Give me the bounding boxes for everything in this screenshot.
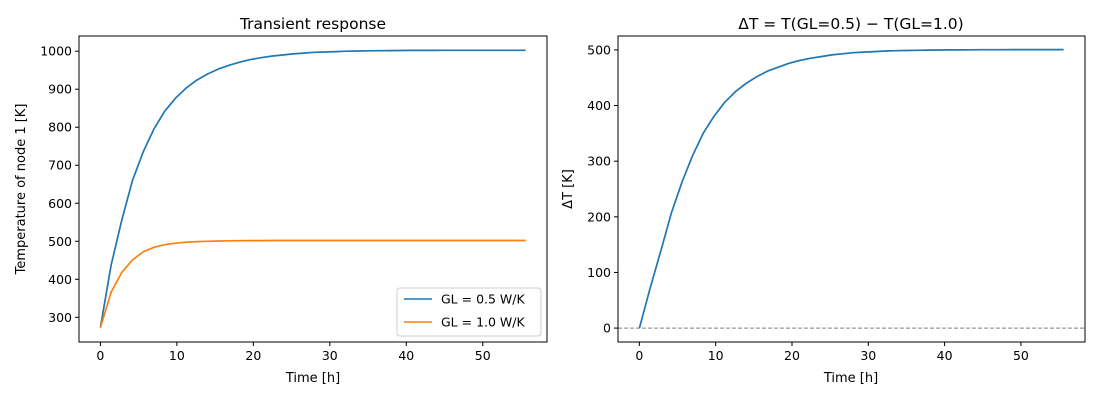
x-tick-label: 40 — [937, 348, 953, 363]
chart-title: ΔT = T(GL=0.5) − T(GL=1.0) — [738, 15, 963, 33]
chart-transient-response: Transient response 0 10 20 30 40 50 300 400 500… — [14, 15, 548, 386]
legend-box — [396, 287, 542, 337]
y-tick-label: 500 — [48, 234, 72, 249]
y-tick-label: 600 — [48, 196, 72, 211]
y-tick-label: 500 — [587, 42, 611, 57]
series-line-1 — [99, 49, 526, 328]
y-tick-label: 300 — [587, 154, 611, 169]
x-tick-label: 0 — [635, 348, 643, 363]
y-tick-label: 200 — [587, 209, 611, 224]
plot-area — [618, 48, 1085, 329]
y-axis-label: ΔT [K] — [561, 169, 576, 209]
x-tick-label: 40 — [398, 348, 414, 363]
y-axis: 0 100 200 300 400 500 — [587, 42, 618, 336]
x-tick-label: 10 — [169, 348, 185, 363]
x-tick-label: 50 — [1013, 348, 1029, 363]
x-tick-label: 50 — [475, 348, 491, 363]
x-axis: 0 10 20 30 40 50 — [635, 342, 1029, 363]
y-tick-label: 100 — [587, 265, 611, 280]
x-tick-label: 10 — [708, 348, 724, 363]
x-tick-label: 20 — [784, 348, 800, 363]
x-axis-label: Time [h] — [285, 371, 340, 386]
y-tick-label: 800 — [48, 120, 72, 135]
y-tick-label: 700 — [48, 158, 72, 173]
y-tick-label: 300 — [48, 310, 72, 325]
x-tick-label: 30 — [860, 348, 876, 363]
y-axis-label: Temperature of node 1 [K] — [14, 104, 29, 276]
chart-delta-t: ΔT = T(GL=0.5) − T(GL=1.0) 0 10 20 30 40 50 0… — [561, 15, 1086, 386]
axes-frame — [617, 35, 1086, 343]
y-tick-label: 0 — [603, 321, 611, 336]
plot-area — [99, 49, 526, 328]
x-tick-label: 30 — [322, 348, 338, 363]
y-axis: 300 400 500 600 700 800 900 1000 — [40, 44, 79, 325]
y-tick-label: 1000 — [40, 44, 72, 59]
legend-label-gl-0.5: GL = 0.5 W/K — [441, 292, 525, 307]
legend: GL = 0.5 W/K GL = 1.0 W/K — [396, 287, 542, 337]
y-tick-label: 900 — [48, 82, 72, 97]
x-axis: 0 10 20 30 40 50 — [96, 342, 491, 363]
series-line-2 — [99, 239, 526, 328]
series-line-1 — [638, 48, 1064, 329]
y-tick-label: 400 — [587, 98, 611, 113]
chart-title: Transient response — [239, 15, 386, 33]
x-axis-label: Time [h] — [823, 371, 878, 386]
legend-label-gl-1.0: GL = 1.0 W/K — [441, 315, 525, 330]
y-tick-label: 400 — [48, 272, 72, 287]
axes-frame — [78, 35, 548, 343]
x-tick-label: 0 — [96, 348, 104, 363]
x-tick-label: 20 — [245, 348, 261, 363]
